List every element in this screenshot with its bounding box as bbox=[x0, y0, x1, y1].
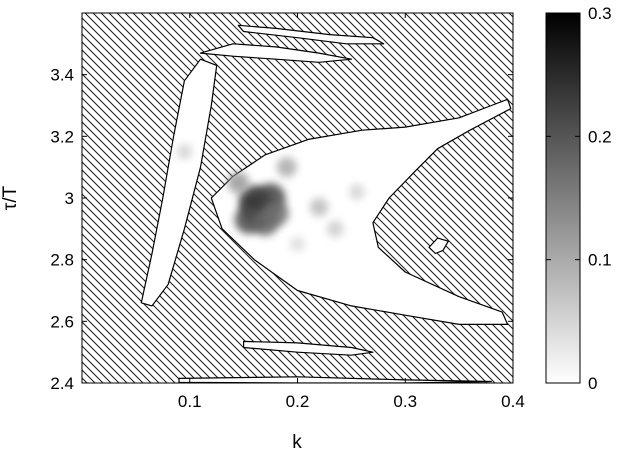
white-regions bbox=[140, 24, 512, 383]
colorbar-tick-label: 0.2 bbox=[588, 127, 612, 146]
x-tick-label: 0.4 bbox=[501, 392, 525, 411]
hotspot-6 bbox=[227, 171, 250, 194]
colorbar-gradient bbox=[545, 12, 581, 384]
x-tick-label: 0.1 bbox=[178, 392, 202, 411]
region-diagonal-strip bbox=[140, 58, 218, 307]
hotspot-11 bbox=[289, 236, 306, 252]
x-tick-label: 0.3 bbox=[393, 392, 417, 411]
x-axis-label: k bbox=[292, 432, 302, 453]
region-top-band-upper bbox=[237, 24, 385, 45]
x-axis: 0.1 0.2 0.3 0.4 bbox=[178, 13, 525, 411]
region-top-band-lower bbox=[199, 43, 352, 63]
hotspot-7 bbox=[276, 157, 297, 178]
plot-area bbox=[81, 12, 514, 384]
colorbar-tick-label: 0.1 bbox=[588, 251, 612, 270]
colorbar: 0 0.1 0.2 0.3 bbox=[545, 4, 612, 393]
y-tick-label: 3 bbox=[65, 189, 74, 208]
y-tick-label: 3.4 bbox=[50, 66, 74, 85]
hotspot-8 bbox=[309, 198, 329, 217]
colorbar-tick-label: 0 bbox=[588, 374, 597, 393]
y-tick-label: 3.2 bbox=[50, 127, 74, 146]
region-main-crescent bbox=[210, 98, 512, 325]
colorbar-tick-label: 0.3 bbox=[588, 4, 612, 23]
hotspot-10 bbox=[348, 183, 365, 200]
region-bottom-band bbox=[243, 340, 374, 356]
colorbar-ticks: 0 0.1 0.2 0.3 bbox=[546, 4, 612, 393]
y-axis: 2.4 2.6 2.8 3 3.2 3.4 bbox=[50, 66, 513, 393]
y-tick-label: 2.6 bbox=[50, 312, 74, 331]
hotspots bbox=[176, 143, 365, 252]
y-tick-label: 2.4 bbox=[50, 374, 74, 393]
region-right-blob bbox=[428, 237, 449, 255]
y-axis-label: τ/T bbox=[0, 185, 21, 210]
hotspot-12 bbox=[176, 143, 193, 160]
y-tick-label: 2.8 bbox=[50, 251, 74, 270]
hotspot-9 bbox=[326, 220, 344, 238]
x-tick-label: 0.2 bbox=[286, 392, 310, 411]
hotspot-5 bbox=[263, 200, 289, 227]
